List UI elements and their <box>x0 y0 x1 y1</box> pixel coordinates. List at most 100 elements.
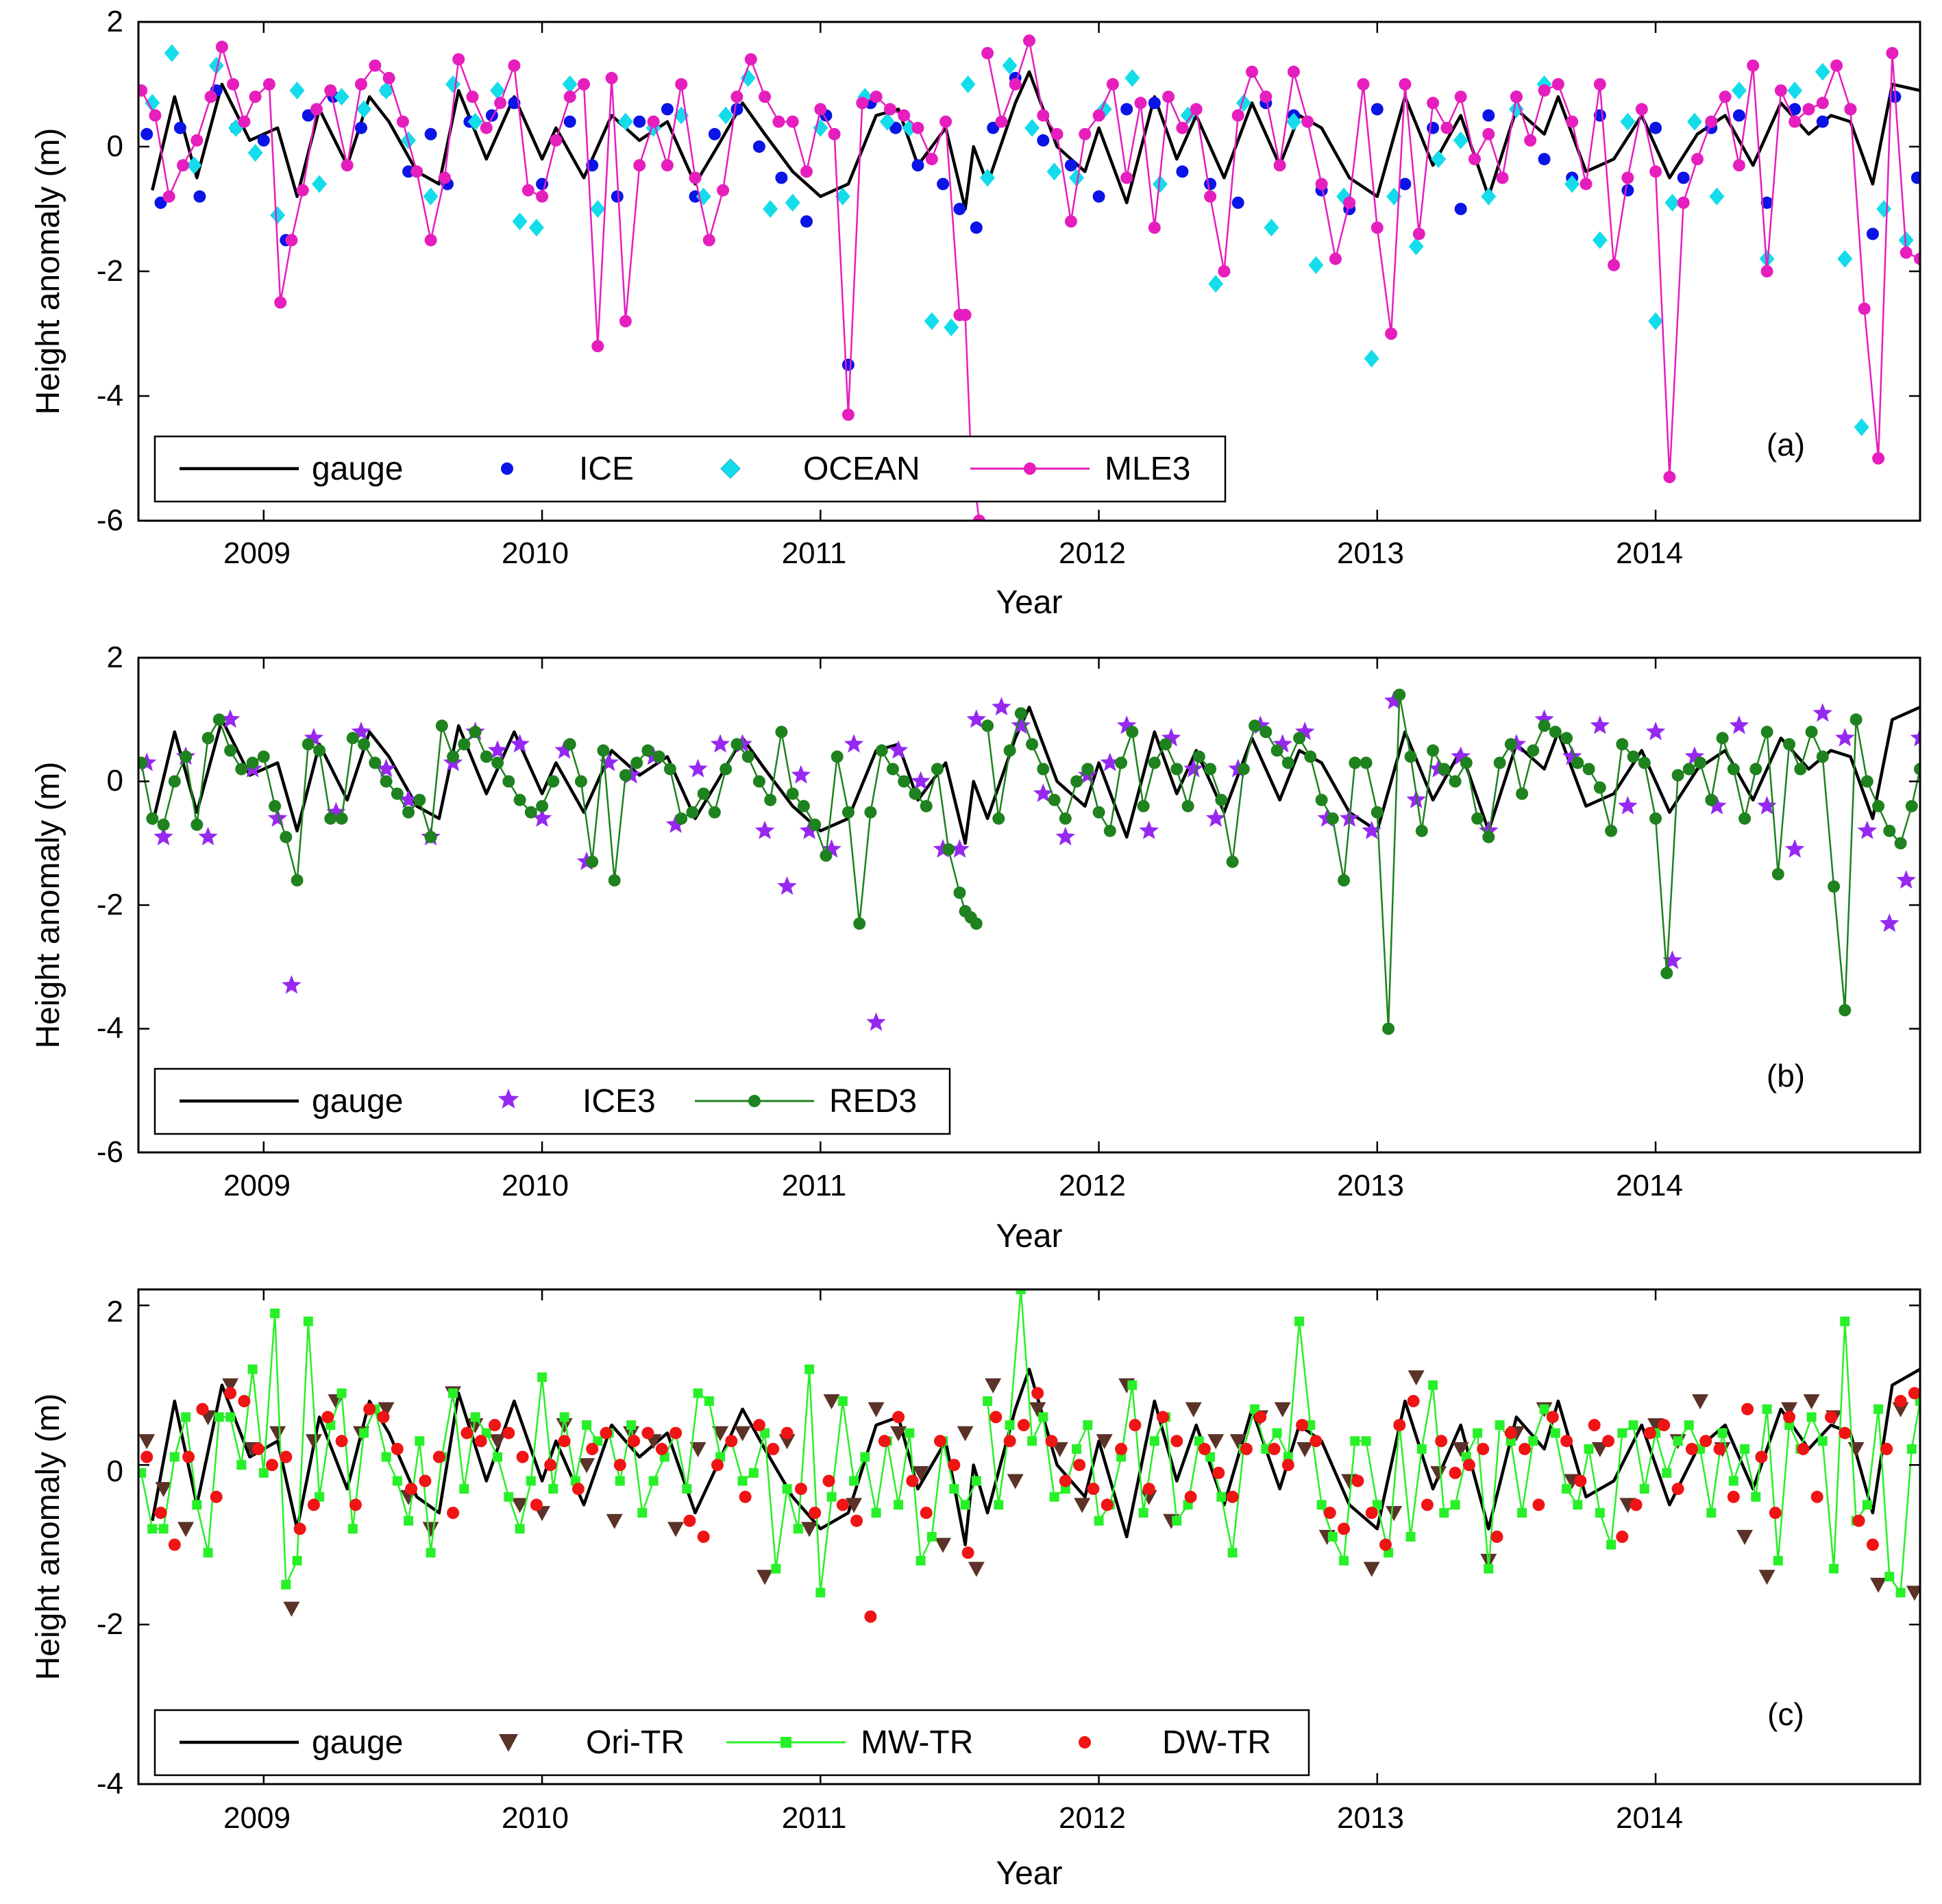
panel-b-red3-point <box>953 887 966 899</box>
panel-a-mle3-point <box>215 40 228 53</box>
panel-b-red3-point <box>1727 763 1740 776</box>
panel-c-dw-tr-point <box>447 1507 460 1520</box>
panel-c-ori-tr-point <box>1803 1394 1820 1410</box>
panel-a-ocean-point <box>1898 231 1914 249</box>
panel-a-mle3-point <box>661 159 674 172</box>
panel-c-ori-tr-point <box>269 1426 286 1442</box>
panel-c-dw-tr-point <box>460 1426 474 1439</box>
panel-a-mle3-point <box>438 171 451 184</box>
panel-b-ytick-label-2: 2 <box>107 641 123 674</box>
panel-b-ice3-point <box>1139 820 1159 839</box>
panel-a-ice-point <box>1816 115 1829 128</box>
panel-b-ice3-point <box>992 697 1011 716</box>
panel-a-ocean-point <box>1124 69 1140 87</box>
panel-c-legend-ori-tr-marker <box>499 1734 518 1752</box>
panel-b-red3-series-part1 <box>138 713 560 887</box>
panel-b-ice3-point <box>799 820 820 839</box>
panel-c-mw-tr-point <box>1673 1436 1683 1446</box>
panel-a-ice-point <box>889 121 902 134</box>
panel-a-ice-point <box>1677 171 1690 184</box>
panel-c-mw-tr-point <box>1227 1548 1238 1558</box>
panel-a-ocean-point <box>617 112 633 131</box>
panel-a-mle3-point <box>1009 78 1022 90</box>
panel-a-ice-point <box>841 358 855 371</box>
panel-c-mw-tr-point <box>1094 1516 1104 1526</box>
panel-c-legend: gauge Ori-TR MW-TR DW-TR <box>153 1709 1310 1777</box>
panel-a-mle3-point <box>1037 109 1050 122</box>
panel-a-ice-point <box>1649 121 1662 134</box>
panel-b-red3-point <box>608 874 621 887</box>
panel-a-ice-point <box>1092 190 1105 203</box>
panel-b-red3-point <box>875 744 888 757</box>
panel-c-mw-tr-point <box>537 1372 548 1383</box>
panel-c-dw-tr-point <box>920 1507 933 1520</box>
panel-a-mle3-point <box>1371 221 1384 234</box>
panel-b-red3-point <box>1037 763 1050 776</box>
panel-b: 2 0 -2 -4 -6 2009 2010 2011 2012 2013 20… <box>30 641 1921 1254</box>
panel-b-legend-gauge-label: gauge <box>312 1083 403 1120</box>
panel-c-dw-tr-point <box>1142 1483 1155 1496</box>
panel-a-mle3-point <box>550 134 563 147</box>
panel-b-red3-point <box>257 750 270 763</box>
panel-a-mle3-point <box>883 103 896 116</box>
panel-a-mle3-point <box>1092 109 1105 122</box>
panel-c-dw-tr-point <box>544 1459 557 1472</box>
panel-c-dw-tr-point <box>1825 1411 1837 1424</box>
panel-b-red3-point <box>1738 812 1752 825</box>
panel-a-ocean-point <box>924 312 939 330</box>
panel-b-red3-point <box>324 812 337 825</box>
panel-a-mle3-point <box>814 103 827 116</box>
panel-c-axes-frame <box>137 1288 1921 1785</box>
panel-a-mle3-point <box>1357 78 1370 90</box>
panel-c-mw-tr-point <box>559 1412 569 1422</box>
panel-c-dw-tr-point <box>586 1442 599 1455</box>
panel-c-mw-tr-point <box>1216 1492 1227 1502</box>
panel-b-red3-point <box>269 800 282 813</box>
panel-a-mle3-point <box>410 165 423 178</box>
panel-c-mw-tr-point <box>1840 1316 1850 1326</box>
panel-a-ocean-point <box>960 75 976 93</box>
panel-c-mw-tr-point <box>147 1524 158 1534</box>
panel-c-mw-tr-point <box>760 1428 770 1438</box>
panel-b-red3-point <box>992 812 1005 825</box>
panel-b-red3-point <box>358 738 371 751</box>
panel-c-ori-tr-point <box>1408 1370 1425 1386</box>
panel-a-ocean-point <box>835 187 850 206</box>
panel-b-ice3-point <box>398 789 419 808</box>
panel-b-red3-point <box>775 726 788 739</box>
panel-b-ice3-point <box>950 839 970 858</box>
panel-c-mw-tr-point <box>225 1412 236 1422</box>
panel-b-red3-point <box>1549 726 1562 739</box>
panel-b-red3-point <box>280 830 293 843</box>
panel-c-mw-tr-point <box>1817 1436 1828 1446</box>
panel-a-mle3-point <box>1134 97 1147 110</box>
panel-c-mw-tr-point <box>1728 1476 1738 1486</box>
panel-a-xtick-label-2012: 2012 <box>1059 536 1126 570</box>
panel-a-ocean-point <box>590 200 606 218</box>
panel-a-mle3-point <box>1900 246 1913 259</box>
panel-a-ice-point <box>1176 165 1189 178</box>
panel-a-mle3-point <box>1204 190 1217 203</box>
panel-c-dw-tr-point <box>697 1531 710 1543</box>
panel-c-plot <box>138 1289 1920 1623</box>
panel-b-red3-point <box>1849 713 1863 726</box>
panel-b-red3-point <box>447 750 460 763</box>
panel-a-ocean-point <box>490 82 506 100</box>
panel-b-red3-point <box>1771 867 1784 880</box>
panel-b-label: (b) <box>1767 1058 1805 1093</box>
panel-c-mw-tr-point <box>682 1484 692 1494</box>
panel-c-mw-tr-point <box>1250 1404 1260 1414</box>
panel-a-mle3-point <box>1329 252 1342 265</box>
panel-b-red3-point <box>1605 824 1618 837</box>
panel-b-ice3-point <box>966 709 987 728</box>
panel-c-mw-tr-point <box>1294 1316 1305 1326</box>
panel-c-mw-tr-point <box>1829 1563 1839 1574</box>
panel-b-ice3-point <box>791 765 811 784</box>
panel-c-mw-tr-point <box>1751 1492 1761 1502</box>
panel-c-mw-tr-point <box>359 1428 369 1438</box>
panel-a-mle3-point <box>396 115 409 128</box>
panel-a-ice-point <box>661 103 674 116</box>
panel-b-red3-point <box>369 756 382 769</box>
panel-b-red3-point <box>730 738 743 751</box>
panel-c-dw-tr-point <box>1365 1507 1378 1520</box>
